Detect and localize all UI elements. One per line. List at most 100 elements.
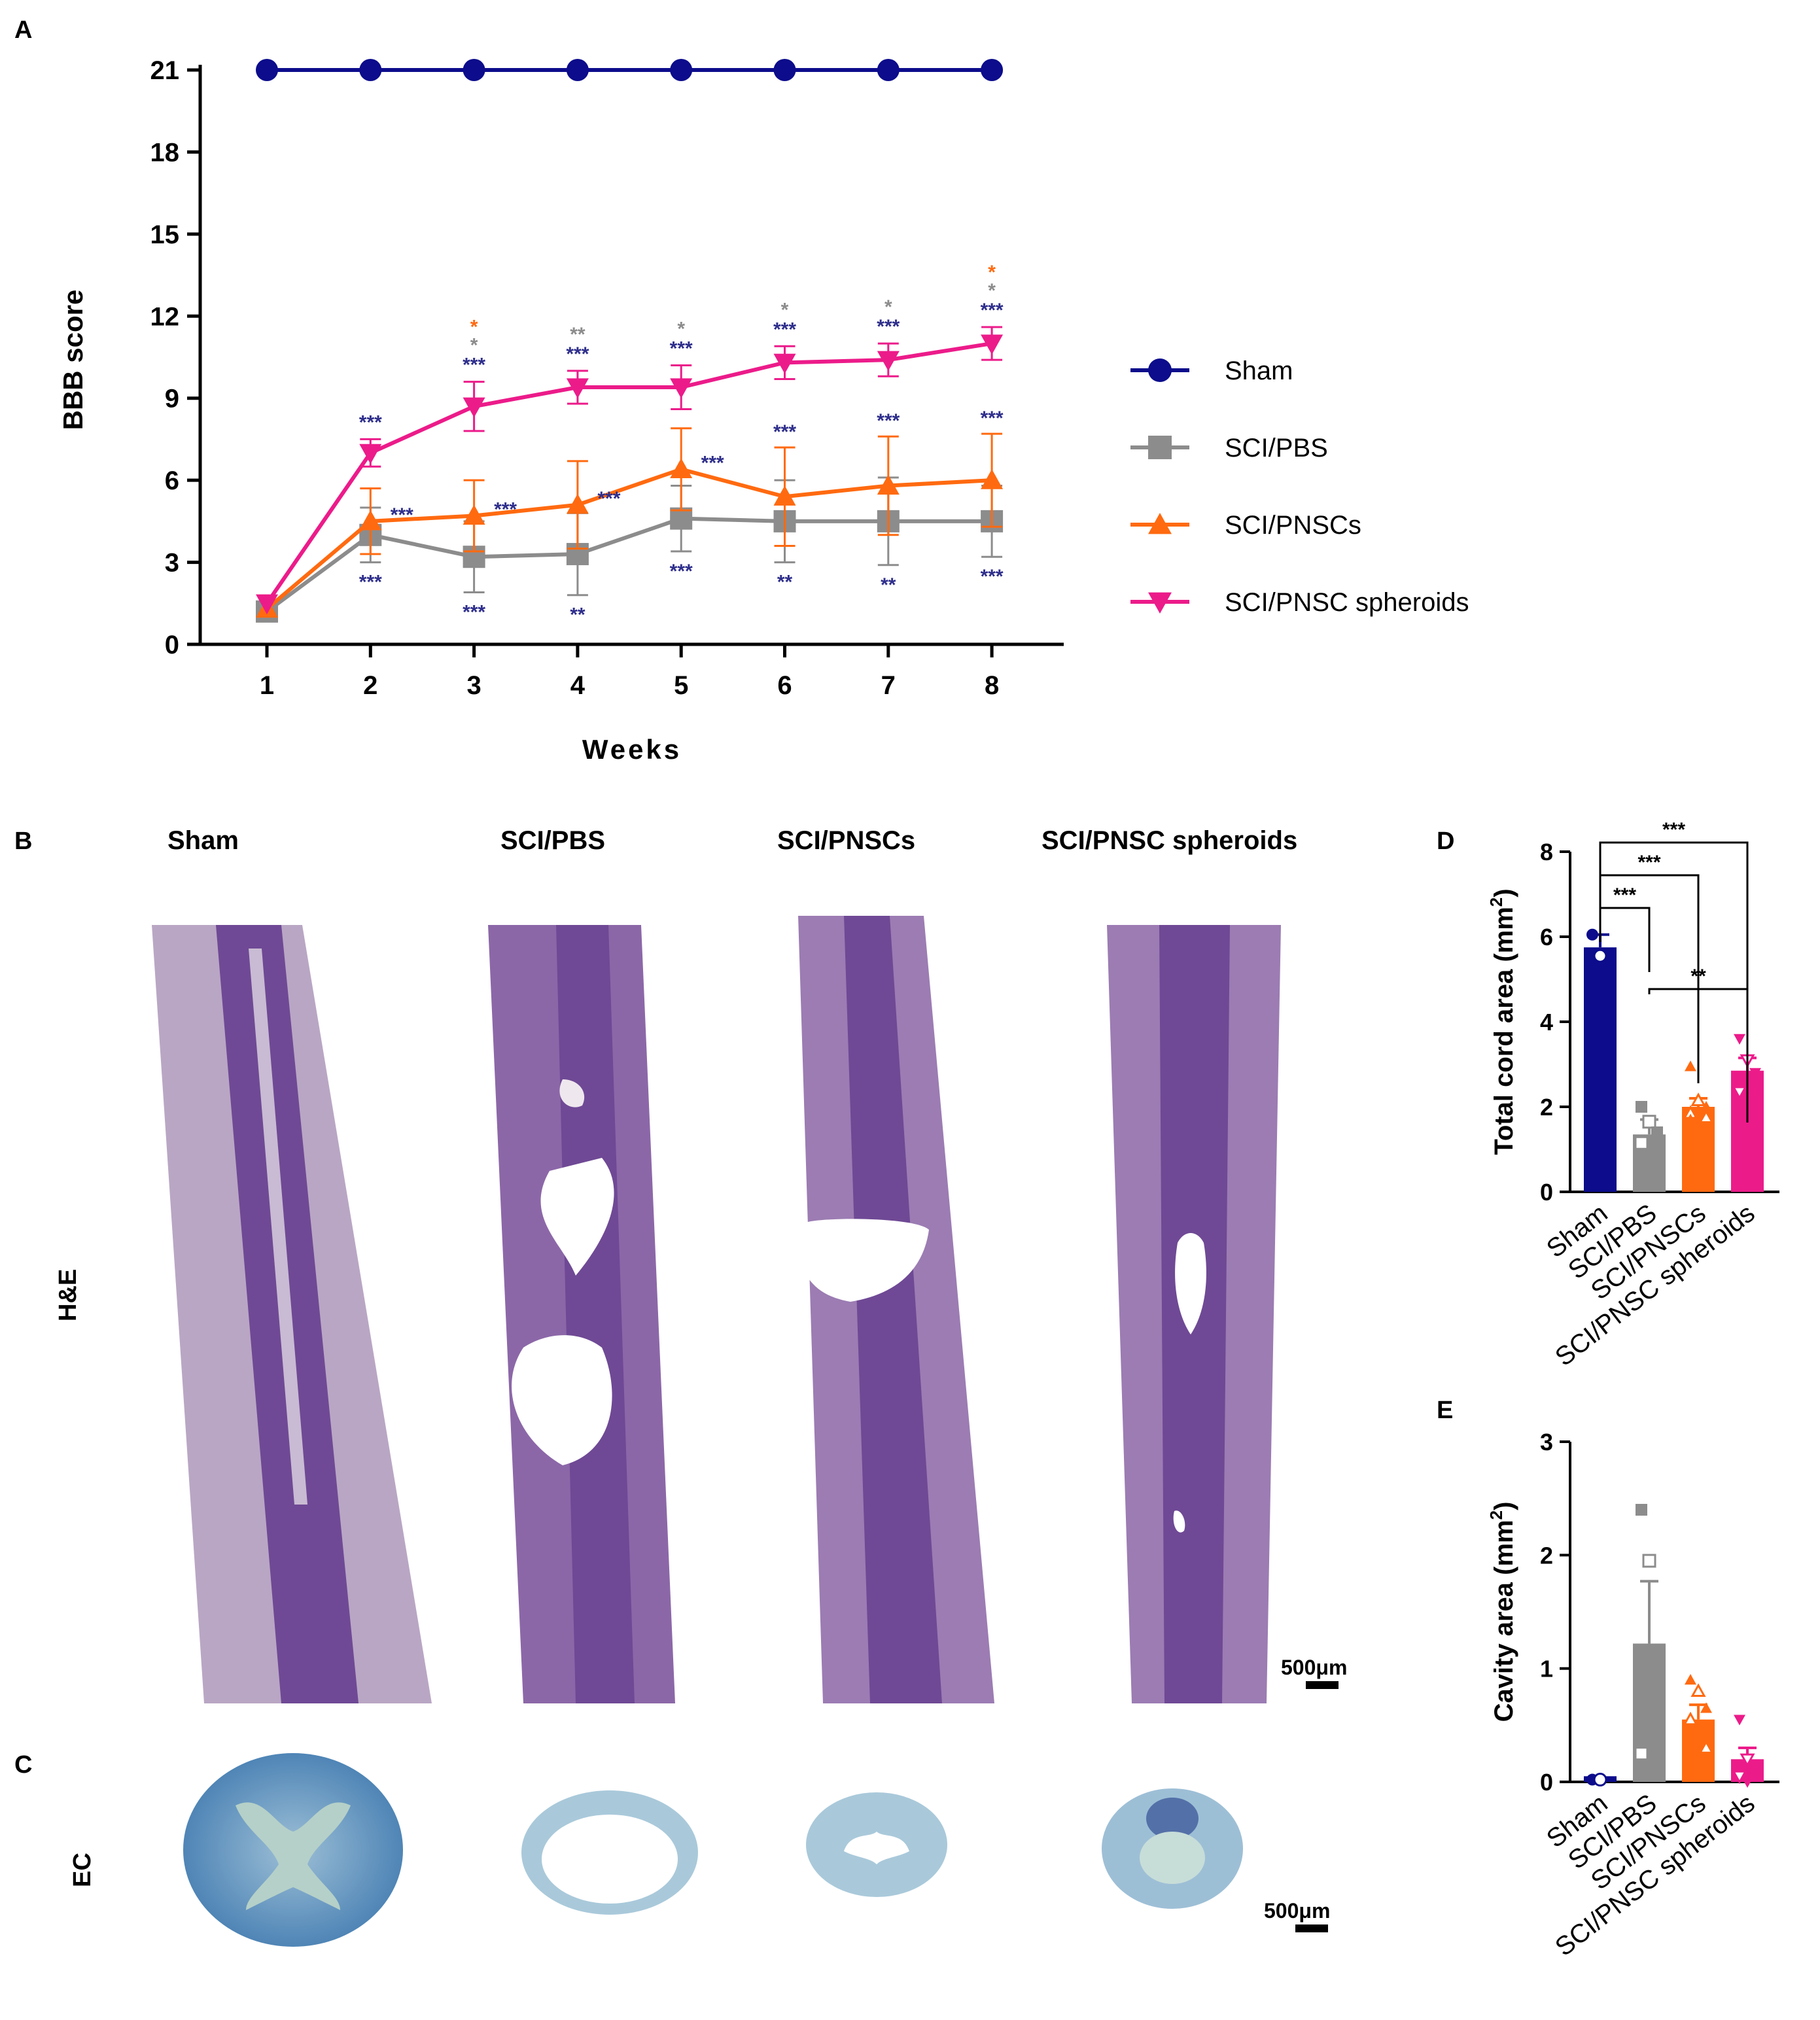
y-tick-label: 2 [1540,1094,1553,1121]
he-section-pbs [488,925,675,1703]
y-axis-label: BBB score [58,290,88,430]
data-point [670,458,693,479]
y-label-text: Total cord area (mm [1490,907,1518,1155]
y-tick-label: 6 [1540,924,1553,950]
significance-mark: ** [1690,966,1706,987]
scale-label-c: 500μm [1264,1899,1330,1923]
data-point [463,504,485,525]
col-title-pnscs: SCI/PNSCs [777,826,915,855]
significance-mark: *** [670,338,693,360]
ec-section-spheroids [1102,1788,1243,1909]
data-point [1636,1101,1647,1113]
data-point [1642,1115,1656,1129]
data-point [773,485,796,506]
ec-section-pbs [521,1790,698,1915]
data-point [877,351,900,372]
significance-mark: *** [981,300,1004,321]
significance-mark: *** [494,498,517,520]
y-tick-label: 21 [150,56,180,85]
y-tick-label: 12 [150,302,180,331]
data-point [1642,1554,1656,1568]
panel-label-c: C [14,1751,32,1779]
data-point [1741,1777,1753,1788]
data-point [1685,1674,1696,1685]
y-tick-label: 15 [150,220,180,249]
x-tick-label: 4 [570,671,586,700]
panel-label-a: A [14,16,32,44]
y-tick-label: 3 [165,549,179,578]
data-point [670,59,693,81]
data-point [773,59,796,81]
significance-mark: *** [566,343,589,365]
data-point [1685,1113,1696,1124]
data-point [1690,1683,1706,1698]
significance-mark: *** [359,572,382,593]
data-point [566,493,589,514]
y-tick-label: 18 [150,138,180,167]
scale-bar-c [1295,1924,1328,1932]
data-point [1740,1753,1755,1768]
significance-mark: *** [597,488,620,510]
data-point [981,59,1004,81]
data-point [256,594,278,615]
significance-mark: *** [773,421,796,443]
y-tick-label: 2 [1540,1542,1553,1569]
scale-bar-b [1306,1681,1339,1689]
significance-mark: * [470,317,478,338]
significance-mark: *** [773,319,796,340]
data-point [1749,1068,1761,1079]
legend-marker [1148,358,1172,382]
y-tick-label: 6 [165,466,179,495]
y-tick-label: 4 [1540,1009,1553,1036]
data-point [773,353,796,374]
data-point [877,59,900,81]
data-point [1636,1504,1647,1516]
y-tick-label: 0 [165,631,179,659]
he-section-pnscs [798,916,994,1703]
data-point [1690,1092,1706,1106]
significance-mark: * [781,299,789,321]
x-tick-label: 7 [881,671,896,700]
significance-bracket [1599,907,1651,972]
data-point [1698,1739,1714,1754]
y-tick-label: 3 [1540,1429,1553,1455]
he-section-sham [152,925,432,1703]
y-tick-label: 0 [1540,1769,1553,1796]
y-tick-label: 0 [1540,1179,1553,1206]
data-point [359,510,382,531]
significance-mark: *** [391,504,413,526]
panel-label-b: B [14,827,32,855]
data-point [1698,1109,1714,1123]
data-point [1593,949,1607,963]
data-point [1734,1715,1745,1726]
panel-label-e: E [1437,1397,1453,1424]
significance-mark: *** [359,411,382,433]
significance-mark: ** [777,572,793,593]
series-line-2 [266,467,992,610]
data-point [1692,1109,1704,1121]
bbb-legend: Sham SCI/PBS SCI/PNSCs SCI/PNSC spheroids [1130,357,1469,617]
significance-mark: *** [701,452,724,474]
series-line-3 [265,341,992,604]
bar [1633,1643,1666,1782]
significance-mark: * [677,319,685,340]
legend-label: SCI/PNSC spheroids [1225,588,1469,617]
panel-label-d: D [1437,827,1454,855]
y-axis-label: Total cord area (mm2) [1486,888,1518,1155]
data-point [1700,1702,1712,1713]
data-point [1593,1773,1607,1787]
significance-mark: * [988,280,996,302]
x-tick-label: 3 [466,671,481,700]
y-label-sup: 2 [1486,1510,1506,1520]
y-tick-label: 9 [165,385,179,413]
significance-mark: * [470,335,478,357]
data-point [1685,1060,1696,1071]
data-point [1685,1770,1696,1781]
col-title-sham: Sham [167,826,239,855]
legend-marker [1148,592,1172,614]
he-section-spheroids [1107,925,1281,1703]
significance-mark: *** [1662,819,1685,841]
